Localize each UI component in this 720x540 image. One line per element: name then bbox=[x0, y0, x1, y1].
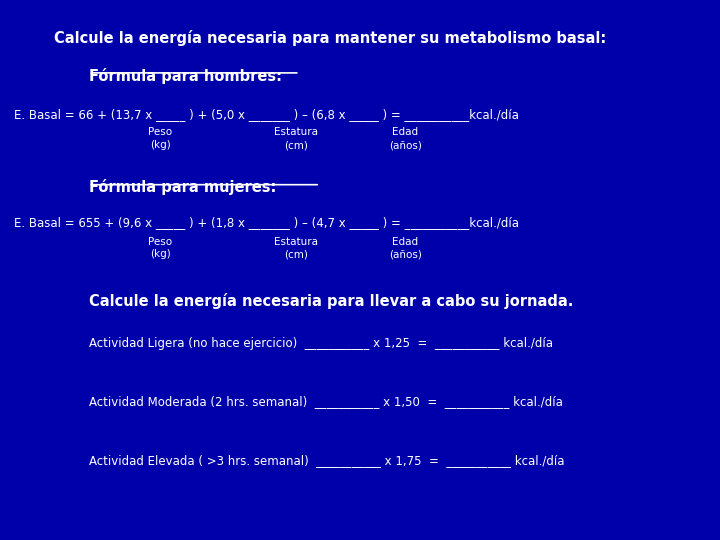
Text: Fórmula para mujeres:: Fórmula para mujeres: bbox=[89, 179, 276, 195]
Text: (años): (años) bbox=[389, 140, 422, 151]
Text: Calcule la energía necesaria para llevar a cabo su jornada.: Calcule la energía necesaria para llevar… bbox=[89, 293, 573, 309]
Text: Calcule la energía necesaria para mantener su metabolismo basal:: Calcule la energía necesaria para manten… bbox=[55, 30, 607, 46]
Text: Peso: Peso bbox=[148, 237, 172, 247]
Text: E. Basal = 66 + (13,7 x _____ ) + (5,0 x _______ ) – (6,8 x _____ ) = __________: E. Basal = 66 + (13,7 x _____ ) + (5,0 x… bbox=[14, 108, 518, 121]
FancyBboxPatch shape bbox=[0, 0, 681, 540]
Text: Actividad Moderada (2 hrs. semanal)  ___________ x 1,50  =  ___________ kcal./dí: Actividad Moderada (2 hrs. semanal) ____… bbox=[89, 395, 562, 408]
Text: (años): (años) bbox=[389, 249, 422, 260]
Text: Estatura: Estatura bbox=[274, 127, 318, 137]
Text: (kg): (kg) bbox=[150, 140, 171, 151]
Text: (kg): (kg) bbox=[150, 249, 171, 260]
Text: Fórmula para hombres:: Fórmula para hombres: bbox=[89, 68, 282, 84]
Text: Peso: Peso bbox=[148, 127, 172, 137]
Text: Actividad Ligera (no hace ejercicio)  ___________ x 1,25  =  ___________ kcal./d: Actividad Ligera (no hace ejercicio) ___… bbox=[89, 338, 552, 350]
Text: Edad: Edad bbox=[392, 127, 418, 137]
Text: Actividad Elevada ( >3 hrs. semanal)  ___________ x 1,75  =  ___________ kcal./d: Actividad Elevada ( >3 hrs. semanal) ___… bbox=[89, 454, 564, 467]
Text: E. Basal = 655 + (9,6 x _____ ) + (1,8 x _______ ) – (4,7 x _____ ) = __________: E. Basal = 655 + (9,6 x _____ ) + (1,8 x… bbox=[14, 216, 518, 229]
Text: (cm): (cm) bbox=[284, 249, 308, 260]
Text: Estatura: Estatura bbox=[274, 237, 318, 247]
Text: Edad: Edad bbox=[392, 237, 418, 247]
Text: (cm): (cm) bbox=[284, 140, 308, 151]
